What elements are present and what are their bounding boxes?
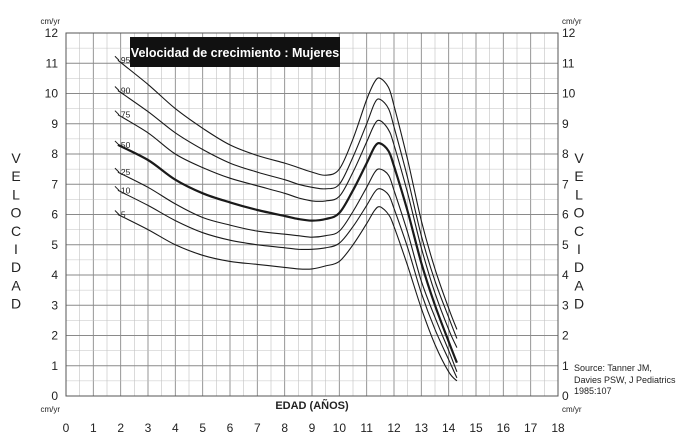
y-tick-label-left: 3	[51, 298, 58, 312]
x-tick-label: 9	[309, 421, 316, 435]
title-box	[130, 37, 340, 67]
plot-frame	[65, 32, 559, 397]
x-tick-label: 6	[227, 421, 234, 435]
y-axis-label-right-letter: E	[574, 168, 583, 184]
x-tick-label: 13	[415, 421, 429, 435]
y-axis-label-left-letter: D	[11, 259, 21, 275]
y-axis-label-left-letter: A	[11, 277, 21, 293]
y-tick-label-left: 8	[51, 147, 58, 161]
y-unit-top-right: cm/yr	[562, 17, 582, 26]
percentile-curve-p5	[117, 206, 458, 382]
x-tick-label: 17	[524, 421, 538, 435]
y-axis-label-left-letter: C	[11, 223, 21, 239]
y-tick-label-right: 7	[562, 177, 569, 191]
y-unit-top-left: cm/yr	[40, 17, 60, 26]
x-tick-label: 18	[551, 421, 565, 435]
y-tick-label-right: 2	[562, 329, 569, 343]
y-axis-label-right-letter: V	[574, 150, 584, 166]
y-tick-label-right: 4	[562, 268, 569, 282]
y-tick-label-right: 8	[562, 147, 569, 161]
y-tick-label-left: 9	[51, 117, 58, 131]
y-tick-label-left: 2	[51, 329, 58, 343]
y-tick-label-right: 11	[562, 56, 575, 70]
x-tick-label: 15	[469, 421, 483, 435]
x-tick-label: 7	[254, 421, 261, 435]
chart-title: Velocidad de crecimiento : Mujeres	[131, 46, 339, 60]
percentile-marker	[114, 86, 120, 91]
y-tick-label-right: 3	[562, 298, 569, 312]
x-tick-label: 12	[387, 421, 401, 435]
y-unit-bottom-right: cm/yr	[562, 405, 582, 414]
source-line-3: 1985:107	[574, 386, 612, 396]
grid	[65, 32, 559, 397]
y-axis-label-left-letter: L	[12, 186, 20, 202]
y-axis-label-right-letter: L	[575, 186, 583, 202]
source-line-1: Source: Tanner JM,	[574, 363, 652, 373]
y-axis-label-right-letter: C	[574, 223, 584, 239]
x-tick-label: 4	[172, 421, 179, 435]
x-tick-label: 2	[117, 421, 124, 435]
percentile-curve-p90	[117, 90, 458, 339]
y-tick-label-right: 9	[562, 117, 569, 131]
y-tick-label-right: 6	[562, 208, 569, 222]
y-tick-label-right: 1	[562, 359, 569, 373]
y-axis-label-right-letter: I	[577, 241, 581, 257]
percentile-label-p95: 95	[121, 55, 131, 65]
y-tick-label-right: 0	[562, 389, 569, 403]
y-tick-label-left: 1	[51, 359, 58, 373]
x-tick-label: 1	[90, 421, 97, 435]
percentile-marker	[114, 110, 120, 116]
source-line-2: Davies PSW, J Pediatrics	[574, 374, 676, 385]
percentile-label-p90: 90	[121, 85, 131, 95]
y-axis-label-left-letter: E	[11, 168, 20, 184]
x-tick-label: 0	[63, 421, 70, 435]
y-tick-label-right: 10	[562, 87, 576, 101]
y-tick-label-left: 6	[51, 208, 58, 222]
percentile-curve-p10	[117, 188, 458, 379]
percentile-label-p10: 10	[121, 185, 131, 195]
percentile-label-p50: 50	[121, 140, 131, 150]
percentile-label-p75: 75	[121, 110, 131, 120]
y-tick-label-left: 10	[45, 87, 59, 101]
percentile-marker	[114, 210, 120, 215]
x-tick-label: 3	[145, 421, 152, 435]
x-tick-label: 8	[281, 421, 288, 435]
y-tick-label-left: 5	[51, 238, 58, 252]
y-axis-label-right-letter: A	[574, 277, 584, 293]
y-axis-label-right-letter: O	[574, 205, 585, 221]
x-tick-label: 5	[199, 421, 206, 435]
percentile-curve-p95	[117, 59, 458, 330]
percentile-curve-p25	[117, 168, 458, 373]
y-axis-label-left-letter: O	[11, 205, 22, 221]
percentile-curve-p75	[117, 114, 458, 348]
x-tick-label: 11	[360, 421, 373, 435]
y-axis-label-right-letter: D	[574, 259, 584, 275]
y-axis-label-left-letter: V	[11, 150, 21, 166]
y-tick-label-left: 12	[45, 26, 59, 40]
percentile-label-p5: 5	[121, 210, 126, 220]
percentile-marker	[114, 167, 120, 173]
percentile-marker	[114, 185, 120, 191]
x-tick-label: 10	[333, 421, 347, 435]
y-tick-label-left: 0	[51, 389, 58, 403]
x-tick-label: 14	[442, 421, 456, 435]
percentile-marker	[114, 55, 120, 61]
percentile-label-p25: 25	[121, 167, 131, 177]
y-tick-label-left: 11	[46, 56, 59, 70]
y-axis-label-right-letter: D	[574, 296, 584, 312]
y-tick-label-right: 5	[562, 238, 569, 252]
percentile-curve-p50	[117, 142, 458, 364]
y-unit-bottom-left: cm/yr	[40, 405, 60, 414]
y-tick-label-left: 4	[51, 268, 58, 282]
x-tick-label: 16	[497, 421, 511, 435]
source-note: Source: Tanner JM, Davies PSW, J Pediatr…	[574, 363, 676, 398]
y-axis-label-left-letter: D	[11, 296, 21, 312]
y-axis-label-left-letter: I	[14, 241, 18, 257]
y-tick-label-right: 12	[562, 26, 576, 40]
x-axis-label: EDAD (AÑOS)	[275, 399, 349, 412]
y-tick-label-left: 7	[51, 177, 58, 191]
percentile-marker	[114, 140, 120, 146]
